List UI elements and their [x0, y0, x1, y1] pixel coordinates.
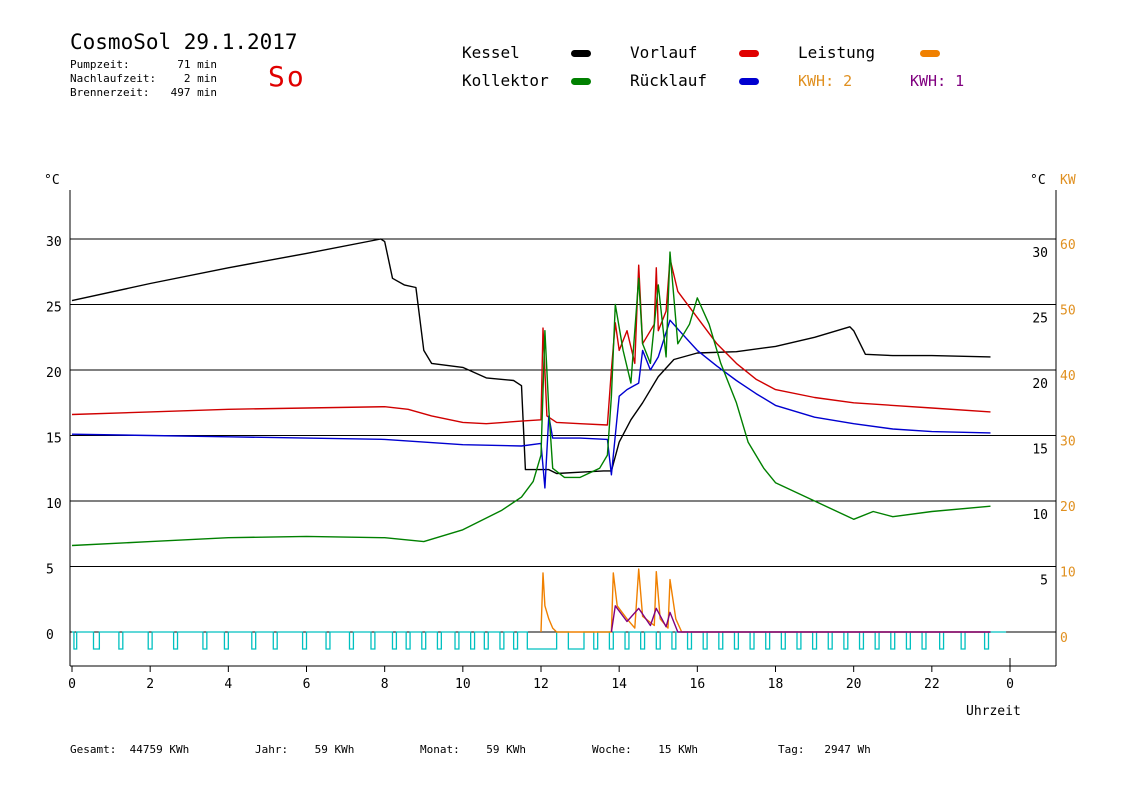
legend-label-ruecklauf: Rücklauf [630, 71, 708, 90]
footer-gesamt: Gesamt: 44759 KWh [70, 743, 190, 756]
info-brennerzeit: Brennerzeit: 497 min [70, 86, 217, 99]
y-tick-label-kw: 30 [1060, 435, 1076, 450]
x-tick-label: 20 [846, 677, 862, 692]
series-kollektor-line [71, 251, 991, 547]
x-tick-label: 16 [690, 677, 706, 692]
legend-label-kollektor: Kollektor [462, 71, 549, 90]
y-tick-label-left: 15 [46, 432, 62, 447]
page-title: CosmoSol 29.1.2017 [70, 30, 298, 54]
footer-monat: Monat: 59 KWh [420, 743, 526, 756]
x-tick-label: 14 [611, 677, 627, 692]
info-nachlaufzeit: Nachlaufzeit: 2 min [70, 72, 217, 85]
x-tick-label: 2 [146, 677, 154, 692]
y-tick-label-left: 0 [46, 628, 54, 643]
y-axis-unit-kw: KW [1060, 173, 1076, 188]
x-tick-label: 22 [924, 677, 940, 692]
info-pumpzeit: Pumpzeit: 71 min [70, 58, 217, 71]
y-tick-label-left: 10 [46, 497, 62, 512]
x-tick-label: 18 [768, 677, 784, 692]
x-tick-label: 6 [303, 677, 311, 692]
y-tick-label-left: 20 [46, 366, 62, 381]
footer-woche: Woche: 15 KWh [592, 743, 698, 756]
legend-swatch-leistung [920, 50, 940, 57]
series-kwh1-line [610, 605, 991, 633]
y-tick-label-right: 5 [1040, 574, 1048, 589]
legend-swatch-kessel [571, 50, 591, 57]
y-tick-label-right: 25 [1032, 312, 1048, 327]
footer-tag: Tag: 2947 Wh [778, 743, 871, 756]
y-tick-label-right: 10 [1032, 508, 1048, 523]
y-tick-label-right: 15 [1032, 443, 1048, 458]
y-axis-unit-left: °C [44, 173, 60, 188]
y-tick-label-kw: 60 [1060, 238, 1076, 253]
y-tick-label-kw: 50 [1060, 304, 1076, 319]
x-tick-label: 8 [381, 677, 389, 692]
kwh-1-label: KWH: 1 [910, 72, 965, 90]
footer-jahr: Jahr: 59 KWh [255, 743, 355, 756]
legend-swatch-kollektor [571, 78, 591, 85]
y-tick-label-left: 25 [46, 301, 62, 316]
legend-label-vorlauf: Vorlauf [630, 43, 698, 62]
y-tick-label-kw: 0 [1060, 631, 1068, 646]
legend-swatch-vorlauf [739, 50, 759, 57]
series-pumpe-line [72, 631, 1007, 650]
y-tick-label-right: 30 [1032, 246, 1048, 261]
x-tick-label: 4 [224, 677, 232, 692]
y-axis-unit-right: °C [1030, 173, 1046, 188]
series-vorlauf-line [71, 258, 991, 426]
y-tick-label-kw: 20 [1060, 500, 1076, 515]
series-rcklauf-line [71, 319, 991, 489]
legend-swatch-ruecklauf [739, 78, 759, 85]
legend-label-leistung: Leistung [798, 43, 876, 62]
y-tick-label-kw: 40 [1060, 369, 1076, 384]
series-leistung-line [540, 568, 991, 633]
x-tick-label: 0 [68, 677, 76, 692]
x-tick-label: 12 [533, 677, 549, 692]
kwh-2-label: KWH: 2 [798, 72, 853, 90]
series-kessel-line [71, 238, 991, 475]
x-tick-label: 10 [455, 677, 471, 692]
y-tick-label-left: 5 [46, 563, 54, 578]
weekday-label: So [268, 60, 306, 93]
y-tick-label-kw: 10 [1060, 566, 1076, 581]
legend-label-kessel: Kessel [462, 43, 520, 62]
y-tick-label-left: 30 [46, 235, 62, 250]
y-tick-label-right: 20 [1032, 377, 1048, 392]
x-tick-label: 0 [1006, 677, 1014, 692]
x-axis-title: Uhrzeit [966, 704, 1021, 719]
